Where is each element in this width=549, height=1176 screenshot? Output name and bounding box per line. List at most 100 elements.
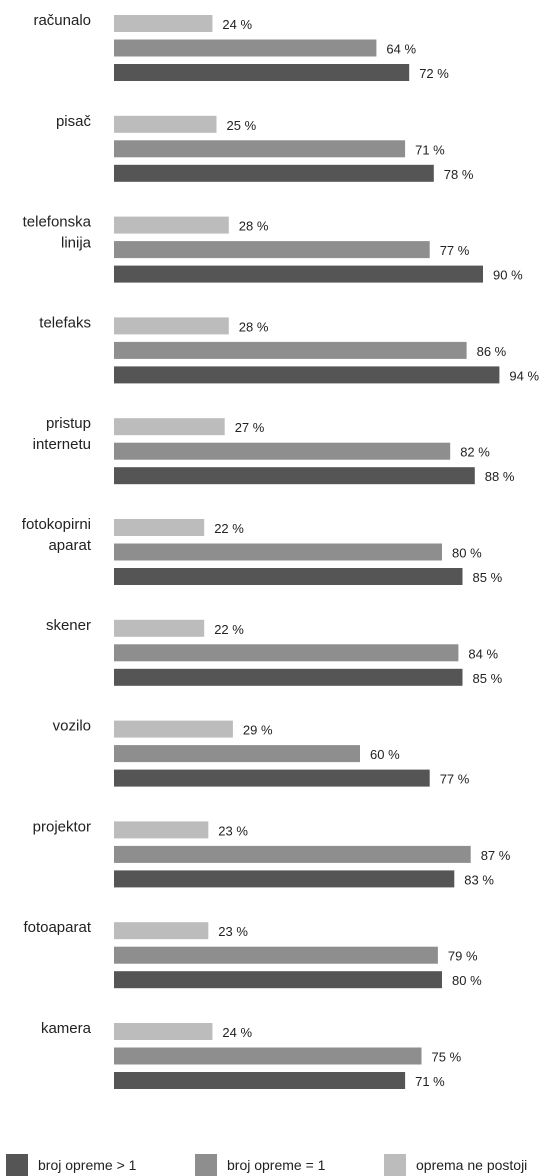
legend-label: oprema ne postoji [416,1157,527,1173]
bar [114,720,233,738]
category-label: kamera [41,1020,92,1037]
legend: broj opreme > 1 broj opreme = 1 oprema ne … [6,1154,527,1176]
data-label: 24 % [222,17,252,32]
bar [114,39,377,57]
data-label: 72 % [419,66,449,81]
data-label: 80 % [452,546,482,561]
data-label: 71 % [415,1074,445,1089]
category-label: skener [46,617,91,634]
bar-group: fotoaparat 23 % 79 % 80 % [23,919,482,989]
data-label: 23 % [218,823,248,838]
bar [114,1072,406,1089]
bar [114,1023,213,1040]
bar [114,619,205,637]
category-label: projektor [33,818,91,835]
data-label: 25 % [227,118,257,133]
chart-groups: računalo 24 % 64 %72 % pisač 25 % 71 % 78 % tel… [22,12,539,1089]
data-label: 28 % [239,219,269,234]
bar [114,467,475,485]
bar-group: projektor 23 % 87 % 83 % [33,818,511,888]
data-label: 77 % [440,243,470,258]
bar [114,845,471,863]
legend-swatch [384,1154,406,1176]
data-label: 83 % [464,872,494,887]
data-label: 22 % [214,622,244,637]
data-label: 94 % [509,368,539,383]
category-label: linija [61,235,92,252]
data-label: 27 % [235,420,265,435]
data-label: 82 % [460,445,490,460]
bar [114,164,434,182]
bar [114,971,442,989]
bar-group: skener 22 % 84 % 85 % [46,617,503,686]
data-label: 88 % [485,469,515,484]
legend-label: broj opreme = 1 [227,1157,326,1173]
bar [114,418,225,436]
bar [114,216,229,234]
bar [114,821,209,839]
data-label: 87 % [481,848,511,863]
data-label: 71 % [415,142,445,157]
bar [114,644,459,662]
data-label: 23 % [218,924,248,939]
data-label: 80 % [452,973,482,988]
data-label: 90 % [493,268,523,283]
category-label: pristup [46,415,91,432]
data-label: 24 % [222,1025,252,1040]
category-label: telefaks [39,314,91,331]
bar-group: telefonska linija 28 % 77 % 90 % [23,214,523,283]
legend-swatch [195,1154,217,1176]
legend-swatch [6,1154,28,1176]
bar-group: pisač 25 % 71 % 78 % [56,113,474,182]
category-label: internetu [33,436,91,453]
data-label: 84 % [468,646,498,661]
bar [114,15,213,32]
category-label: fotokopirni [22,516,91,533]
data-label: 86 % [477,344,507,359]
bar [114,519,205,536]
category-label: fotoaparat [23,919,91,936]
category-label: pisač [56,113,92,130]
bar [114,568,463,585]
data-label: 77 % [440,772,470,787]
bar [114,1047,422,1065]
bar [114,317,229,335]
category-label: aparat [48,537,91,554]
data-label: 85 % [473,570,503,585]
bar [114,946,438,964]
data-label: 22 % [214,521,244,536]
data-label: 29 % [243,723,273,738]
bar [114,341,467,359]
bar [114,543,442,561]
data-label: 64 % [386,42,416,57]
bar [114,668,463,686]
data-label: 79 % [448,949,478,964]
category-label: vozilo [53,718,91,735]
bar [114,265,483,283]
data-label: 60 % [370,747,400,762]
bar-group: vozilo 29 % 60 % 77 % [53,718,470,787]
bar [114,241,430,259]
bar [114,366,500,384]
bar [114,140,406,158]
bar [114,870,455,888]
bar-group: fotokopirni aparat 22 % 80 % 85 % [22,516,503,585]
bar-group: kamera 24 % 75 % 71 % [41,1020,462,1089]
data-label: 75 % [432,1050,462,1065]
bar [114,769,430,787]
legend-label: broj opreme > 1 [38,1157,137,1173]
data-label: 78 % [444,167,474,182]
bar [114,64,410,81]
category-label: računalo [33,12,91,29]
bar [114,115,217,133]
bar [114,745,360,763]
bar [114,442,451,460]
bar-group: pristup internetu 27 % 82 % 88 % [33,415,515,485]
data-label: 28 % [239,319,269,334]
category-label: telefonska [23,214,92,231]
bar-group: računalo 24 % 64 %72 % [33,12,449,81]
bar [114,922,209,940]
data-label: 85 % [473,671,503,686]
bar-group: telefaks 28 % 86 %94 % [39,314,539,384]
